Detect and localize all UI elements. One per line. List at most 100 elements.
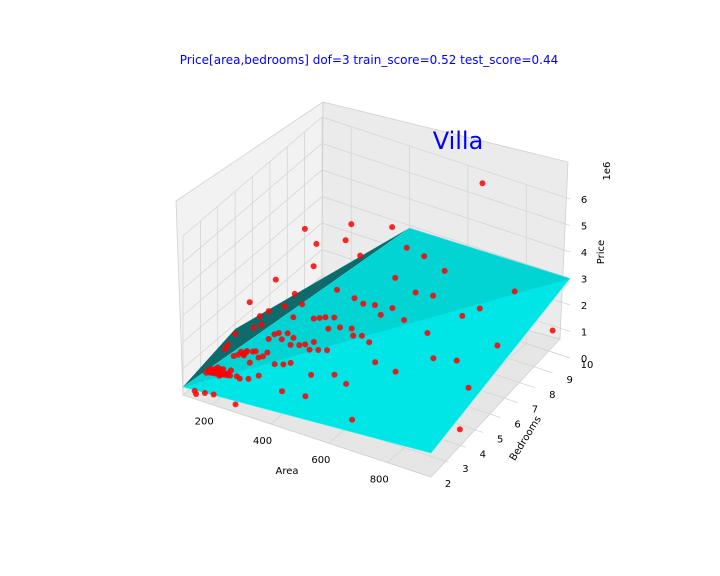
fitted-surface (182, 227, 571, 454)
data-point (272, 276, 279, 283)
data-point (259, 353, 266, 360)
x-axis-label: Area (275, 466, 298, 477)
data-point (331, 371, 338, 378)
z-multiplier: 1e6 (602, 162, 613, 181)
z-tick-label: 0 (581, 354, 587, 365)
data-point (424, 329, 431, 336)
data-point (453, 357, 460, 364)
data-point (310, 338, 317, 345)
data-point (284, 330, 291, 337)
data-point (371, 302, 378, 309)
data-point (287, 341, 294, 348)
data-point (389, 305, 396, 312)
y-tick-label: 7 (532, 405, 538, 416)
data-point (301, 225, 308, 232)
data-point (350, 332, 357, 339)
data-point (290, 334, 297, 341)
data-point (299, 301, 306, 308)
data-point (232, 401, 239, 408)
data-point (256, 313, 263, 320)
data-point (349, 416, 356, 423)
data-point (494, 342, 501, 349)
data-point (360, 300, 367, 307)
grid-line-z (182, 143, 571, 263)
data-point (348, 325, 355, 332)
data-point (459, 312, 466, 319)
data-point (193, 391, 200, 398)
data-point (302, 341, 309, 348)
data-point (252, 348, 259, 355)
data-point (265, 308, 272, 315)
data-point (280, 361, 287, 368)
data-point (220, 366, 227, 373)
x-tick-label: 400 (253, 436, 272, 447)
data-points (191, 180, 556, 433)
data-point (479, 180, 486, 187)
data-point (456, 426, 463, 433)
z-tick-label: 2 (581, 301, 587, 312)
data-point (291, 290, 298, 297)
data-point (401, 316, 408, 323)
data-point (296, 342, 303, 349)
data-point (246, 359, 253, 366)
data-point (392, 368, 399, 375)
grid-line-z (182, 169, 571, 290)
z-tick-label: 6 (581, 195, 587, 206)
data-point (224, 341, 231, 348)
data-point (310, 263, 317, 270)
data-point (236, 375, 243, 382)
z-tick-label: 5 (581, 222, 587, 233)
z-axis-label: Price (596, 240, 607, 264)
data-point (366, 339, 373, 346)
data-point (228, 367, 235, 374)
data-point (210, 391, 217, 398)
data-point (201, 389, 208, 396)
data-point (255, 372, 262, 379)
y-tick-label: 10 (581, 360, 594, 371)
data-point (308, 371, 315, 378)
data-point (279, 388, 286, 395)
data-point (430, 355, 437, 362)
data-point (331, 314, 338, 321)
data-point (441, 267, 448, 274)
z-tick-label: 4 (581, 248, 587, 259)
y-tick-label: 9 (566, 375, 572, 386)
data-point (377, 311, 384, 318)
y-tick-label: 5 (497, 434, 503, 445)
grid-line-z (182, 116, 571, 237)
data-point (251, 324, 258, 331)
data-point (333, 286, 340, 293)
data-point (412, 289, 419, 296)
y-tick-label: 8 (549, 390, 555, 401)
data-point (265, 335, 272, 342)
x-tick-label: 200 (195, 417, 214, 428)
data-point (222, 346, 229, 353)
surface-face-main (182, 227, 571, 454)
data-point (351, 295, 358, 302)
y-tick-label: 3 (462, 464, 468, 475)
z-tick-label: 3 (581, 275, 587, 286)
data-point (337, 324, 344, 331)
data-point (278, 336, 285, 343)
y-axis-label: Bedrooms (508, 414, 544, 463)
data-point (275, 330, 282, 337)
grid-line-z (182, 196, 571, 316)
data-point (322, 314, 329, 321)
data-point (392, 274, 399, 281)
data-point (403, 244, 410, 251)
data-point (315, 347, 322, 354)
data-point (258, 321, 265, 328)
data-point (287, 359, 294, 366)
y-tick-label: 4 (480, 449, 486, 460)
data-point (389, 224, 396, 231)
data-point (465, 384, 472, 391)
z-tick-label: 1 (581, 328, 587, 339)
data-point (316, 314, 323, 321)
data-point (313, 240, 320, 247)
data-point (549, 327, 556, 334)
data-point (430, 292, 437, 299)
villa-annotation: Villa (433, 127, 484, 155)
data-point (372, 359, 379, 366)
